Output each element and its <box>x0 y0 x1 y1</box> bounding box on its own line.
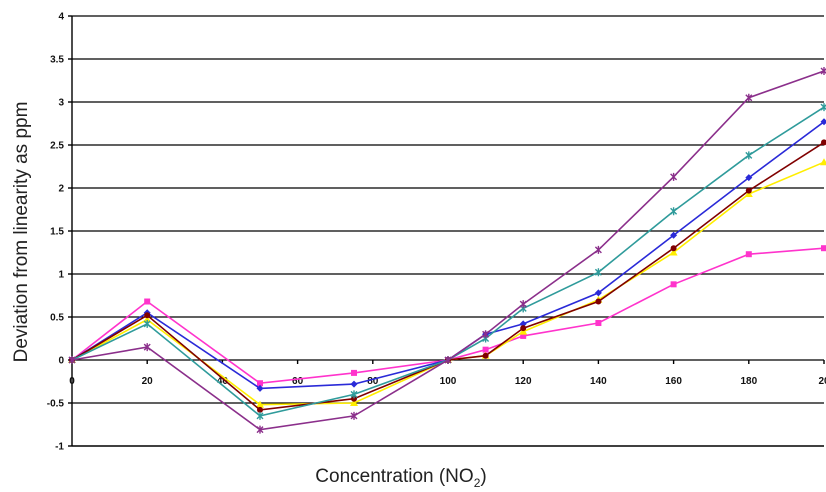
x-tick-label: 20 <box>818 376 826 387</box>
data-point <box>519 300 527 309</box>
data-point <box>821 139 826 146</box>
data-point <box>444 356 452 364</box>
data-point <box>745 151 753 160</box>
x-tick-label: 140 <box>590 376 607 387</box>
data-point <box>520 325 527 332</box>
data-point <box>256 411 264 420</box>
x-tick-label: 0 <box>69 376 75 387</box>
data-point <box>670 245 677 252</box>
x-tick-label: 80 <box>367 376 379 387</box>
y-tick-label: 1 <box>58 270 64 281</box>
x-tick-label: 160 <box>665 376 682 387</box>
data-point <box>256 384 264 392</box>
y-tick-label: 4 <box>58 12 64 23</box>
x-axis-label-suffix: ) <box>480 466 486 487</box>
data-point <box>144 312 151 319</box>
data-point <box>595 320 602 327</box>
data-point <box>143 319 151 328</box>
data-point <box>670 207 678 216</box>
x-tick-label: 20 <box>142 376 154 387</box>
x-tick-label: 120 <box>515 376 532 387</box>
x-tick-label: 100 <box>440 376 457 387</box>
y-tick-label: 0.5 <box>50 313 64 324</box>
data-point <box>350 390 358 399</box>
y-tick-label: 3.5 <box>50 55 64 66</box>
series-3 <box>68 118 826 392</box>
data-point <box>143 315 152 323</box>
y-tick-label: 2 <box>58 184 64 195</box>
data-point <box>482 352 489 359</box>
x-tick-labels: 0 20 40 60 80 100 120 140 160 180 20 <box>69 376 826 387</box>
y-tick-label: -0.5 <box>47 399 65 410</box>
data-point <box>820 158 826 166</box>
x-tick-label: 180 <box>740 376 757 387</box>
data-point <box>670 231 678 239</box>
series-group <box>68 67 826 434</box>
data-point <box>820 103 826 112</box>
x-axis-label: Concentration (NO2) <box>315 466 486 490</box>
data-point <box>820 118 826 126</box>
data-point <box>669 248 678 256</box>
x-axis-label-main: Concentration (NO <box>315 466 473 487</box>
data-point <box>594 268 602 277</box>
data-point <box>519 320 527 328</box>
data-point <box>594 245 602 254</box>
data-point <box>482 330 490 339</box>
data-point <box>745 174 753 182</box>
data-point <box>821 245 826 252</box>
data-point <box>351 369 357 376</box>
y-tick-label: 1.5 <box>50 227 64 238</box>
series-1 <box>69 245 826 387</box>
y-tick-labels: -1 -0.5 0 0.5 1 1.5 2 2.5 3 3.5 4 <box>47 12 65 453</box>
data-point <box>595 298 602 305</box>
data-point <box>256 425 264 434</box>
series-line <box>71 161 825 406</box>
series-6 <box>68 67 826 434</box>
data-point <box>257 406 263 413</box>
data-point <box>520 332 527 339</box>
gridlines <box>72 15 824 404</box>
data-point <box>350 380 358 388</box>
data-point <box>68 356 76 364</box>
data-point <box>143 343 151 352</box>
data-point <box>144 298 151 305</box>
data-point <box>670 172 678 181</box>
data-point <box>256 400 264 408</box>
y-tick-label: 3 <box>58 98 64 109</box>
data-point <box>350 399 358 406</box>
y-tick-label: 0 <box>58 356 64 367</box>
y-tick-label: -1 <box>55 442 64 453</box>
data-point <box>820 67 826 76</box>
series-2 <box>68 158 826 408</box>
data-point <box>351 395 357 402</box>
data-point <box>482 346 489 353</box>
data-point <box>350 411 358 420</box>
x-axis-label-subscript: 2 <box>474 476 481 490</box>
data-point <box>670 281 677 288</box>
data-point <box>745 251 752 258</box>
x-tick-label: 40 <box>217 376 229 387</box>
data-point <box>257 380 263 387</box>
x-tick-label: 60 <box>292 376 304 387</box>
data-point <box>745 187 752 194</box>
y-axis-label: Deviation from linearity as ppm <box>11 102 32 363</box>
y-tick-label: 2.5 <box>50 141 64 152</box>
data-point <box>594 289 602 297</box>
data-point <box>745 93 753 102</box>
series-line <box>71 106 825 417</box>
series-4 <box>69 139 826 413</box>
